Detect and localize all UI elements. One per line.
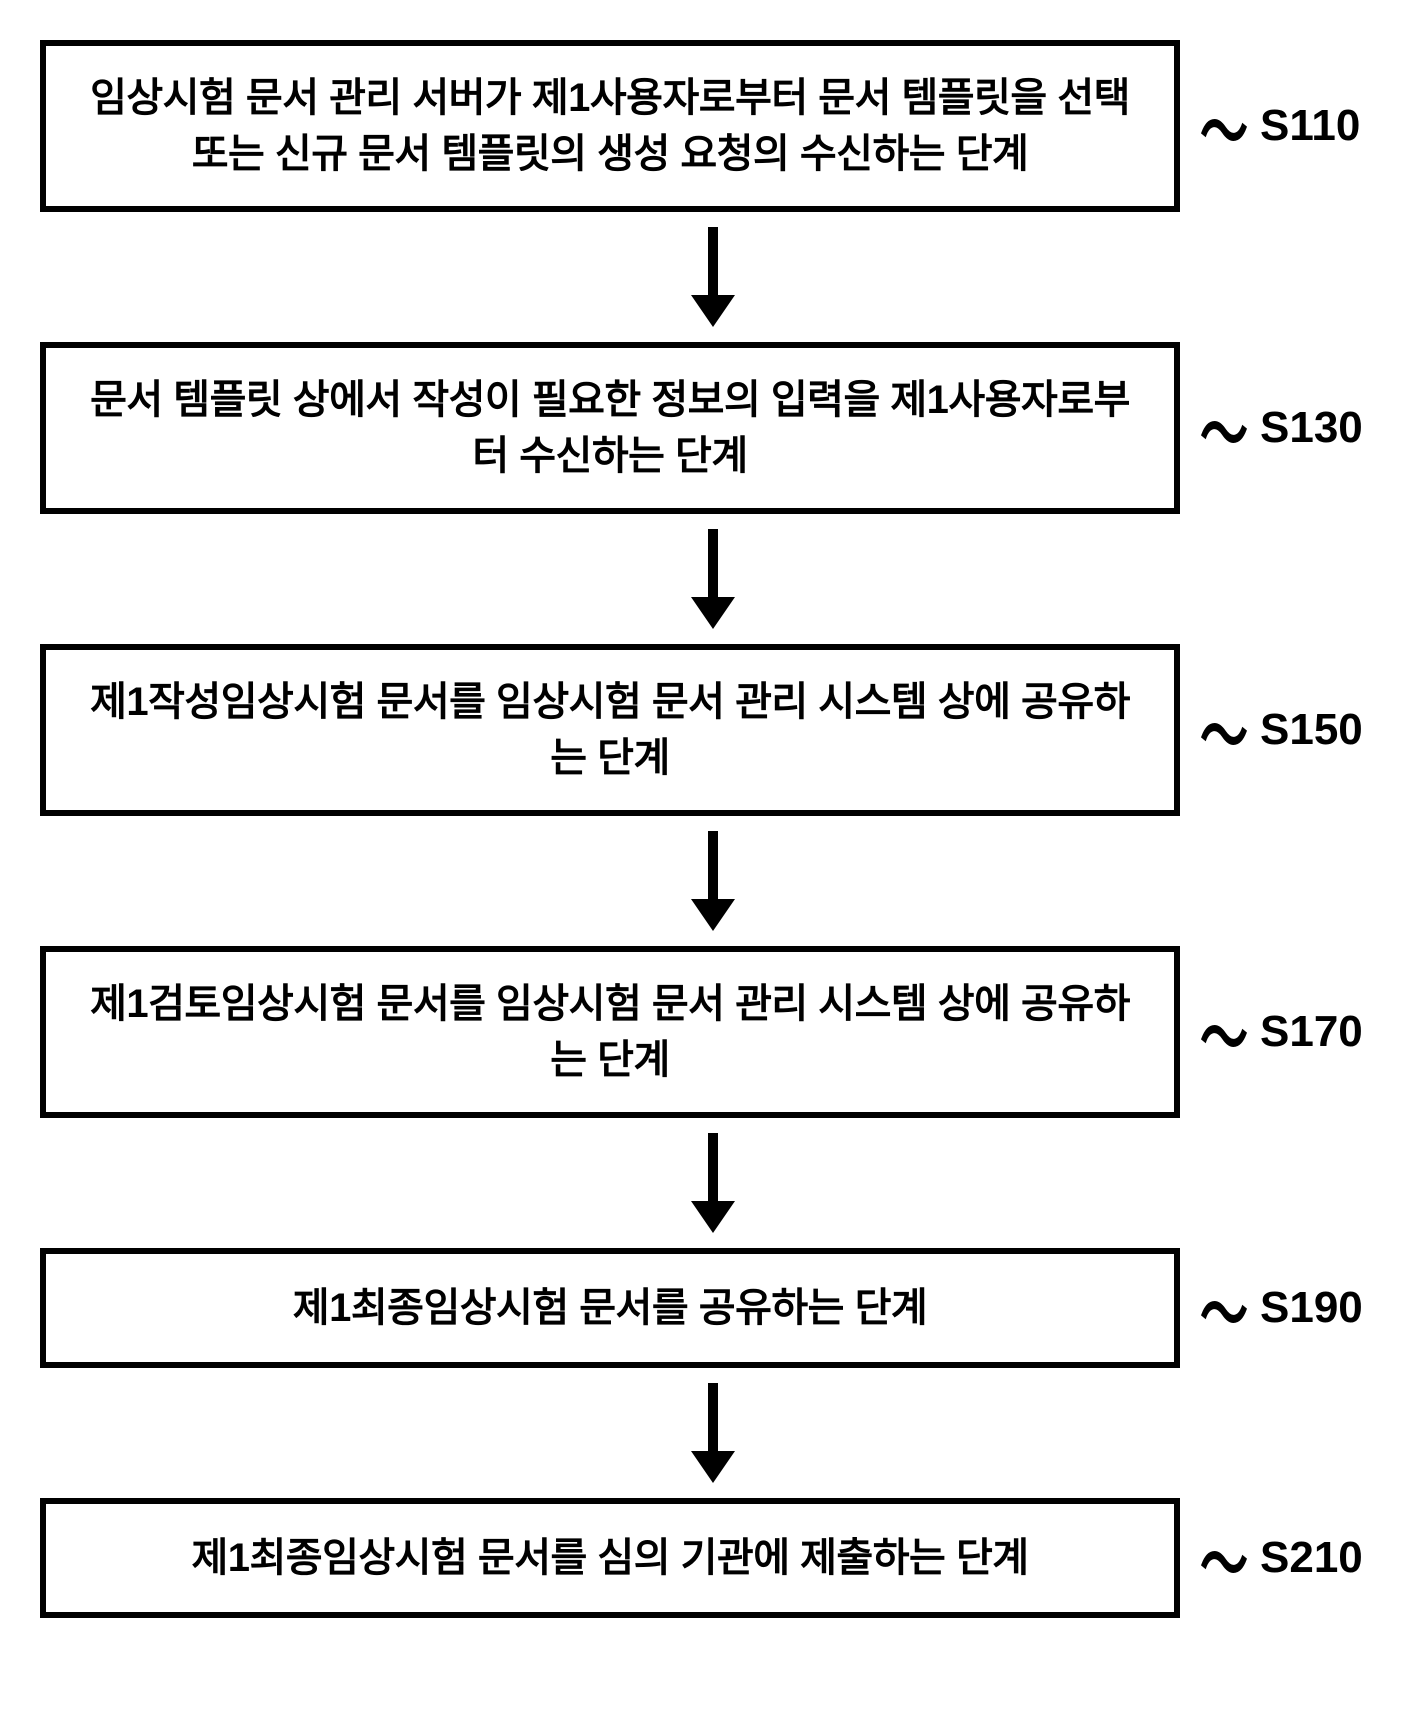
arrow-line bbox=[708, 227, 718, 297]
arrow-head bbox=[691, 295, 735, 327]
arrow-icon bbox=[691, 1383, 735, 1483]
step-row-5: 제1최종임상시험 문서를 심의 기관에 제출하는 단계 〜 S210 bbox=[20, 1498, 1386, 1618]
arrow-line bbox=[708, 529, 718, 599]
step-box-3: 제1검토임상시험 문서를 임상시험 문서 관리 시스템 상에 공유하는 단계 bbox=[40, 946, 1180, 1118]
step-box-0: 임상시험 문서 관리 서버가 제1사용자로부터 문서 템플릿을 선택 또는 신규… bbox=[40, 40, 1180, 212]
connector-curve-icon: 〜 bbox=[1200, 980, 1248, 1085]
arrow-container-1 bbox=[143, 514, 1283, 644]
arrow-head bbox=[691, 899, 735, 931]
arrow-line bbox=[708, 1383, 718, 1453]
connector-curve-icon: 〜 bbox=[1200, 1256, 1248, 1361]
step-label-2: S150 bbox=[1260, 705, 1363, 755]
step-box-4: 제1최종임상시험 문서를 공유하는 단계 bbox=[40, 1248, 1180, 1368]
connector-curve-icon: 〜 bbox=[1200, 74, 1248, 179]
step-label-wrapper-0: 〜 S110 bbox=[1200, 91, 1360, 161]
arrow-icon bbox=[691, 529, 735, 629]
arrow-container-3 bbox=[143, 1118, 1283, 1248]
connector-curve-icon: 〜 bbox=[1200, 678, 1248, 783]
arrow-line bbox=[708, 831, 718, 901]
arrow-head bbox=[691, 597, 735, 629]
step-label-wrapper-5: 〜 S210 bbox=[1200, 1523, 1363, 1593]
step-box-1: 문서 템플릿 상에서 작성이 필요한 정보의 입력을 제1사용자로부터 수신하는… bbox=[40, 342, 1180, 514]
step-row-2: 제1작성임상시험 문서를 임상시험 문서 관리 시스템 상에 공유하는 단계 〜… bbox=[20, 644, 1386, 816]
step-box-2: 제1작성임상시험 문서를 임상시험 문서 관리 시스템 상에 공유하는 단계 bbox=[40, 644, 1180, 816]
step-label-0: S110 bbox=[1260, 101, 1360, 151]
step-label-wrapper-2: 〜 S150 bbox=[1200, 695, 1363, 765]
step-box-5: 제1최종임상시험 문서를 심의 기관에 제출하는 단계 bbox=[40, 1498, 1180, 1618]
connector-curve-icon: 〜 bbox=[1200, 1506, 1248, 1611]
step-row-1: 문서 템플릿 상에서 작성이 필요한 정보의 입력을 제1사용자로부터 수신하는… bbox=[20, 342, 1386, 514]
step-label-1: S130 bbox=[1260, 403, 1363, 453]
step-row-0: 임상시험 문서 관리 서버가 제1사용자로부터 문서 템플릿을 선택 또는 신규… bbox=[20, 40, 1386, 212]
step-label-4: S190 bbox=[1260, 1283, 1363, 1333]
arrow-container-4 bbox=[143, 1368, 1283, 1498]
arrow-head bbox=[691, 1201, 735, 1233]
arrow-container-0 bbox=[143, 212, 1283, 342]
step-row-4: 제1최종임상시험 문서를 공유하는 단계 〜 S190 bbox=[20, 1248, 1386, 1368]
arrow-icon bbox=[691, 831, 735, 931]
connector-curve-icon: 〜 bbox=[1200, 376, 1248, 481]
flowchart-container: 임상시험 문서 관리 서버가 제1사용자로부터 문서 템플릿을 선택 또는 신규… bbox=[20, 40, 1386, 1618]
step-row-3: 제1검토임상시험 문서를 임상시험 문서 관리 시스템 상에 공유하는 단계 〜… bbox=[20, 946, 1386, 1118]
step-label-5: S210 bbox=[1260, 1533, 1363, 1583]
arrow-icon bbox=[691, 1133, 735, 1233]
arrow-icon bbox=[691, 227, 735, 327]
arrow-head bbox=[691, 1451, 735, 1483]
step-label-wrapper-3: 〜 S170 bbox=[1200, 997, 1363, 1067]
step-label-wrapper-4: 〜 S190 bbox=[1200, 1273, 1363, 1343]
step-label-3: S170 bbox=[1260, 1007, 1363, 1057]
step-label-wrapper-1: 〜 S130 bbox=[1200, 393, 1363, 463]
arrow-line bbox=[708, 1133, 718, 1203]
arrow-container-2 bbox=[143, 816, 1283, 946]
